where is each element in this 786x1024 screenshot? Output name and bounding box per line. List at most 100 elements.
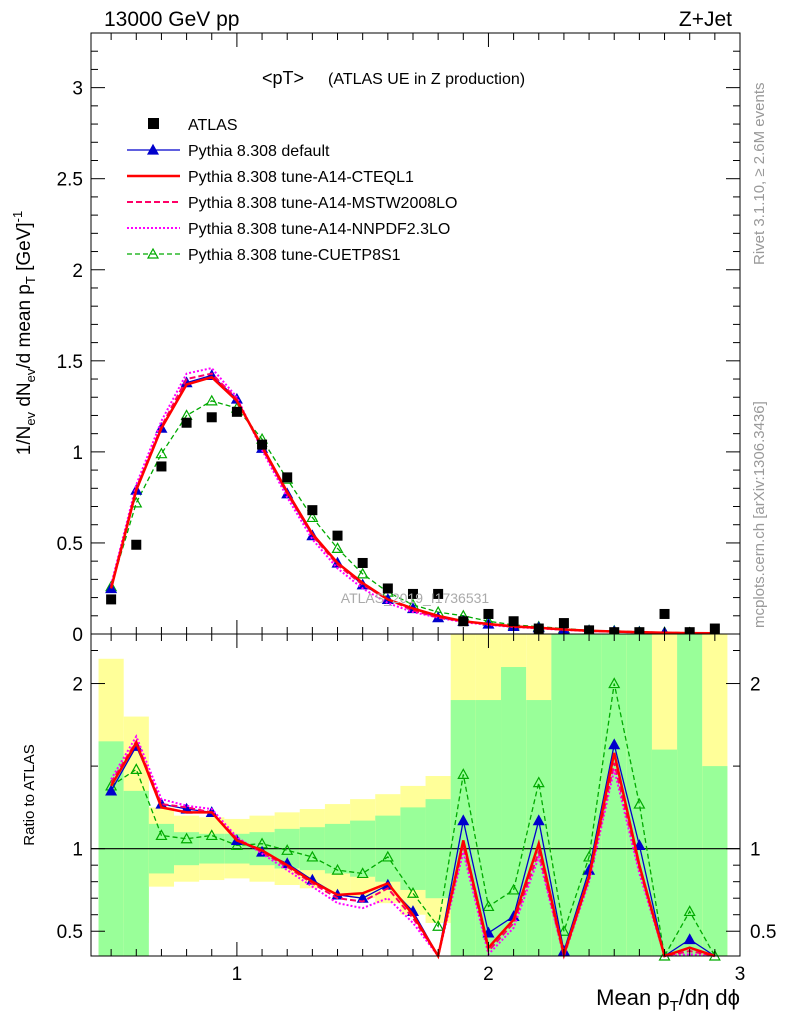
data-point-atlas [407,588,418,599]
ratio-point-cuetp8s1 [507,883,520,895]
ratio-y-tick-label: 2 [72,675,83,696]
ratio-point-default [105,784,118,796]
ratio-point-cuetp8s1 [683,905,696,917]
ratio-point-cuetp8s1 [633,797,646,809]
data-point-atlas [659,608,670,619]
legend-label-cteql1: Pythia 8.308 tune-A14-CTEQL1 [188,169,414,186]
data-point-atlas [307,505,318,516]
data-point-atlas [131,539,142,550]
ratio-point-cuetp8s1 [155,829,168,841]
rivet-label: Rivet 3.1.10, ≥ 2.6M events [751,83,768,266]
ratio-point-cuetp8s1 [130,763,143,775]
y-tick-label: 2.5 [57,170,83,191]
uncertainty-band-stat [702,766,728,956]
ratio-line-nnpdf [110,734,715,960]
y-tick-label: 1 [72,443,83,464]
ratio-point-default [457,814,470,826]
ratio-point-cuetp8s1 [331,863,344,875]
x-tick-label: 2 [483,964,494,985]
y-tick-label: 1.5 [57,352,83,373]
uncertainty-band-stat [677,634,703,956]
ratio-point-default [608,738,621,750]
analysis-watermark: ATLAS_2019_I1736531 [341,590,490,606]
legend: ATLAS Pythia 8.308 default Pythia 8.308 tu… [127,117,457,264]
x-axis-title: Mean pT/dη dϕ [596,985,740,1015]
ratio-point-cuetp8s1 [432,920,445,931]
legend-label-data: ATLAS [188,117,238,134]
data-point-atlas [282,472,293,483]
ratio-point-cuetp8s1 [381,850,394,862]
data-point-atlas [558,618,569,629]
legend-label-default: Pythia 8.308 default [188,143,330,160]
uncertainty-band-stat [450,700,476,956]
uncertainty-band-stat [475,700,502,956]
point-cuetp8s1 [331,542,344,554]
header-process-label: Z+Jet [679,8,732,31]
uncertainty-band-stat [626,634,652,956]
ratio-point-cuetp8s1 [306,850,319,862]
data-point-atlas [106,594,117,605]
data-point-atlas [257,439,268,450]
data-point-atlas [458,616,469,627]
y-tick-label: 3 [72,79,83,100]
point-cuetp8s1 [356,567,369,579]
point-cuetp8s1 [306,511,319,523]
ratio-y-tick-label-right: 2 [750,675,761,696]
legend-marker-default [146,143,160,155]
ratio-point-cuetp8s1 [482,900,495,912]
ratio-point-cuetp8s1 [281,844,294,855]
legend-label-mstw: Pythia 8.308 tune-A14-MSTW2008LO [188,195,457,212]
ratio-line-cteql1 [110,740,716,960]
data-point-atlas [206,412,217,423]
legend-label-cuetp8s1: Pythia 8.308 tune-CUETP8S1 [188,247,401,264]
y-tick-label: 0.5 [57,534,83,555]
data-point-atlas [357,557,368,568]
ratio-y-tick-label: 1 [72,840,83,861]
ratio-y-tick-label: 0.5 [57,922,83,943]
header-beam-label: 13000 GeV pp [104,8,239,31]
point-cuetp8s1 [205,394,218,406]
ratio-y-axis-title: Ratio to ATLAS [21,744,38,845]
ratio-line-cuetp8s1 [110,683,716,958]
ratio-point-cuetp8s1 [557,924,570,936]
ratio-point-cuetp8s1 [608,677,621,689]
x-tick-label: 1 [232,964,243,985]
data-point-atlas [433,588,444,599]
uncertainty-band-stat [551,634,577,956]
uncertainty-band-stat [123,790,149,956]
upper-y-axis-title: 1/Nev dNev/d mean pT [GeV]-1 [10,211,38,456]
ratio-point-cuetp8s1 [532,776,545,788]
data-point-atlas [181,417,192,428]
mcplots-label: mcplots.cern.ch [arXiv:1306.3436] [751,401,768,628]
point-cuetp8s1 [155,447,168,459]
data-point-atlas [382,583,393,594]
y-tick-label: 2 [72,261,83,282]
ratio-point-cuetp8s1 [406,887,420,898]
ratio-point-cuetp8s1 [356,867,369,879]
data-point-atlas [156,461,167,472]
plot-title: <pT> [262,68,304,88]
plot-subtitle: (ATLAS UE in Z production) [328,71,525,88]
x-tick-label: 3 [735,964,746,985]
ratio-plot-frame [90,633,741,957]
ratio-point-default [532,814,545,826]
legend-label-nnpdf: Pythia 8.308 tune-A14-NNPDF2.3LO [188,221,450,238]
ratio-y-tick-label-right: 0.5 [750,922,776,943]
uncertainty-band-stat [526,700,552,956]
y-tick-label: 0 [72,625,83,646]
data-point-atlas [483,608,494,619]
ratio-y-tick-label-right: 1 [750,840,761,861]
series-line-nnpdf [110,366,715,635]
ratio-point-default [633,839,646,850]
legend-marker-atlas [148,118,159,129]
data-point-atlas [231,406,242,417]
ratio-point-cuetp8s1 [457,768,470,779]
ratio-point-cuetp8s1 [180,832,193,844]
ratio-point-default [683,933,696,945]
ratio-point-cuetp8s1 [205,829,218,841]
uncertainty-band-stat [501,667,527,956]
data-point-atlas [332,530,343,541]
legend-marker-cuetp8s1 [146,247,160,259]
data-point-atlas [508,616,519,627]
